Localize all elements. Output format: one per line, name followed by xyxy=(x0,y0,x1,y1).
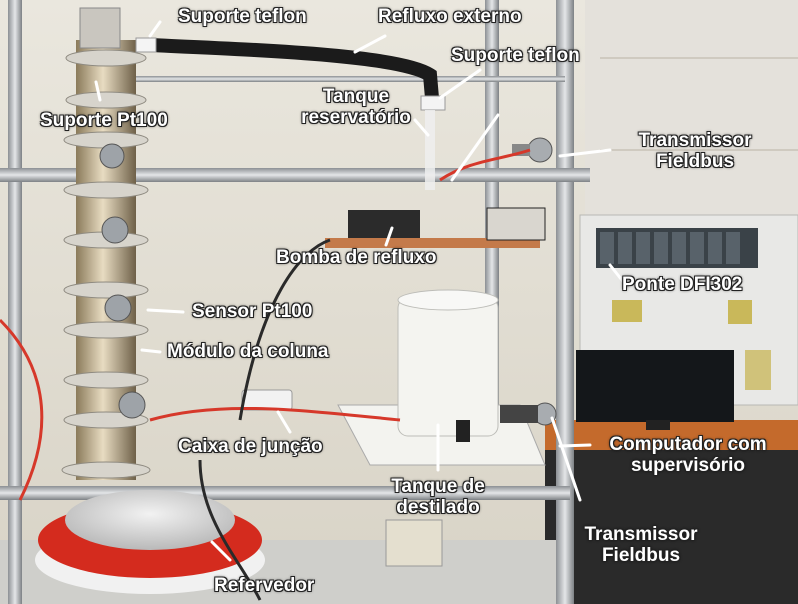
callout-lines xyxy=(94,20,627,562)
label-suporte-teflon-top: Suporte teflon xyxy=(178,6,307,27)
label-line: Tanque de xyxy=(391,476,485,497)
label-computador: Computador com supervisório xyxy=(588,434,788,476)
label-line: Transmissor xyxy=(638,130,752,151)
pump-controller xyxy=(486,207,546,241)
label-line: Computador com xyxy=(609,434,767,455)
reboiler-flask xyxy=(65,490,235,550)
frame-rail-thin xyxy=(125,76,565,82)
fieldbus-transmitter-bottom xyxy=(500,402,557,426)
label-line: Fieldbus xyxy=(601,545,681,566)
label-line: supervisório xyxy=(630,455,746,476)
label-ponte-dfi302: Ponte DFI302 xyxy=(622,274,743,295)
dfi302-modules xyxy=(600,232,740,264)
pump-shelf xyxy=(325,238,540,248)
column-top-condenser xyxy=(79,7,121,49)
label-refervedor: Refervedor xyxy=(214,575,315,596)
label-sensor-pt100: Sensor Pt100 xyxy=(192,301,313,322)
label-suporte-teflon-hose: Suporte teflon xyxy=(451,45,580,66)
distillate-tank xyxy=(397,297,499,437)
desk-shadow xyxy=(545,450,798,604)
external-reflux-hose xyxy=(143,38,439,105)
reflux-pump xyxy=(348,210,420,238)
monitor xyxy=(576,350,734,422)
frame-post-left xyxy=(8,0,22,604)
frame-post-right xyxy=(556,0,574,604)
label-caixa-juncao: Caixa de junção xyxy=(178,436,323,457)
monitor-stand xyxy=(646,420,670,430)
label-line: Tanque xyxy=(322,86,390,107)
cabinet-din-rail xyxy=(745,350,771,390)
label-transmissor-fieldbus-top: Transmissor Fieldbus xyxy=(620,130,770,172)
label-tanque-reservatorio: Tanque reservatório xyxy=(296,86,416,128)
label-bomba-refluxo: Bomba de refluxo xyxy=(276,247,437,268)
reservoir-tube xyxy=(425,110,435,190)
label-line: destilado xyxy=(396,497,480,518)
label-tanque-destilado: Tanque de destilado xyxy=(378,476,498,518)
label-line: Fieldbus xyxy=(655,151,735,172)
label-refluxo-externo: Refluxo externo xyxy=(378,6,522,27)
terminal-block xyxy=(612,300,642,322)
label-transmissor-fieldbus-bottom: Transmissor Fieldbus xyxy=(566,524,716,566)
pt100-sensors xyxy=(99,143,146,419)
label-line: reservatório xyxy=(301,107,411,128)
bench-box xyxy=(385,519,443,567)
teflon-support-top xyxy=(135,37,157,53)
label-suporte-pt100: Suporte Pt100 xyxy=(40,110,168,131)
terminal-block xyxy=(728,300,752,324)
distillate-tank-lid xyxy=(397,289,499,311)
label-modulo-coluna: Módulo da coluna xyxy=(167,341,329,362)
tank-valve xyxy=(456,420,470,442)
black-cables xyxy=(198,238,331,601)
red-wires xyxy=(0,148,531,501)
label-line: Transmissor xyxy=(584,524,698,545)
